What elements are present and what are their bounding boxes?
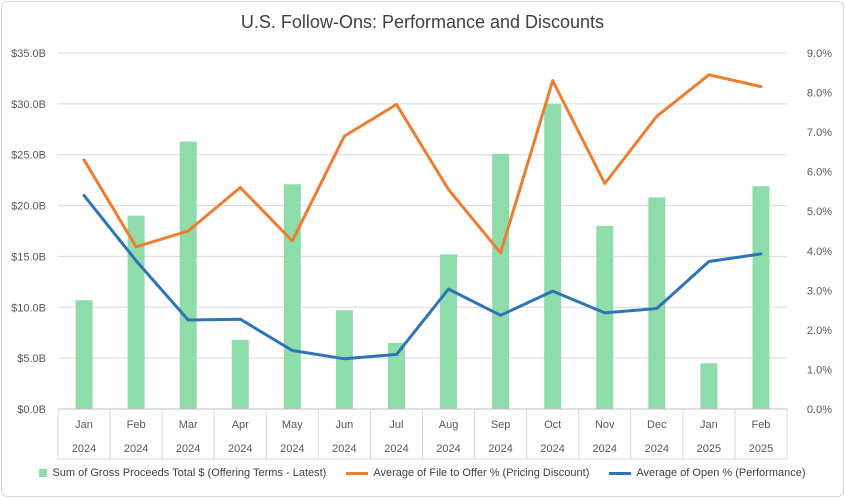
x-axis-year-label: 2024 <box>384 443 408 455</box>
right-axis-tick-label: 5.0% <box>807 206 832 218</box>
legend-swatch-line <box>609 471 632 475</box>
bar <box>283 184 301 409</box>
series-line <box>82 193 763 361</box>
bar <box>700 363 718 409</box>
legend-label: Average of Open % (Performance) <box>636 467 806 479</box>
bar <box>387 342 405 409</box>
x-axis-month-label: Feb <box>127 419 146 431</box>
x-axis-month-label: Jan <box>75 419 93 431</box>
left-axis-tick-label: $25.0B <box>11 150 46 162</box>
x-axis-month-label: Apr <box>232 419 249 431</box>
right-axis-tick-label: 0.0% <box>807 404 832 416</box>
x-axis-year-label: 2024 <box>176 443 200 455</box>
bar <box>544 103 562 409</box>
x-axis-month-label: Jul <box>389 419 403 431</box>
right-axis-tick-label: 6.0% <box>807 167 832 179</box>
x-axis-year-label: 2024 <box>436 443 460 455</box>
legend-label: Sum of Gross Proceeds Total $ (Offering … <box>52 467 327 479</box>
right-axis-tick-label: 8.0% <box>807 88 832 100</box>
bar <box>440 254 458 409</box>
right-axis-tick-label: 2.0% <box>807 325 832 337</box>
left-axis-tick-label: $20.0B <box>11 201 46 213</box>
x-axis-year-label: 2025 <box>697 443 721 455</box>
bar <box>179 141 197 409</box>
legend-item-pricing-discount: Average of File to Offer % (Pricing Disc… <box>346 467 589 479</box>
legend-swatch-bar <box>39 469 48 477</box>
left-axis-tick-label: $0.0B <box>17 404 46 416</box>
bar <box>596 225 614 409</box>
x-axis-year-label: 2024 <box>645 443 669 455</box>
x-axis-month-label: Dec <box>647 419 667 431</box>
left-axis-tick-label: $35.0B <box>11 48 46 60</box>
x-axis-year-label: 2024 <box>228 443 252 455</box>
x-axis-month-label: Jun <box>336 419 354 431</box>
x-axis-month-label: Mar <box>179 419 198 431</box>
x-axis-month-label: Jan <box>700 419 718 431</box>
bar <box>492 153 510 409</box>
series-line <box>82 73 763 255</box>
right-axis-tick-label: 7.0% <box>807 127 832 139</box>
legend-label: Average of File to Offer % (Pricing Disc… <box>373 467 590 479</box>
x-axis-month-label: May <box>282 419 303 431</box>
left-axis-tick-label: $10.0B <box>11 302 46 314</box>
bar <box>75 300 93 409</box>
x-axis-year-label: 2024 <box>593 443 617 455</box>
right-axis-tick-label: 3.0% <box>807 285 832 297</box>
left-axis-tick-label: $15.0B <box>11 251 46 263</box>
bar <box>231 339 249 409</box>
chart-title: U.S. Follow-Ons: Performance and Discoun… <box>240 12 605 32</box>
left-axis-tick-label: $30.0B <box>11 99 46 111</box>
x-axis-month-label: Nov <box>595 419 615 431</box>
x-axis-year-label: 2024 <box>332 443 356 455</box>
right-axis-tick-label: 4.0% <box>807 246 832 258</box>
legend-swatch-line <box>346 471 369 475</box>
right-axis-tick-label: 1.0% <box>807 364 832 376</box>
x-axis-year-label: 2024 <box>72 443 96 455</box>
x-axis-year-label: 2024 <box>540 443 564 455</box>
x-axis-month-label: Sep <box>491 419 511 431</box>
right-axis-tick-label: 9.0% <box>807 48 832 60</box>
x-axis-month-label: Aug <box>439 419 459 431</box>
left-axis-tick-label: $5.0B <box>17 353 46 365</box>
x-axis-year-label: 2024 <box>280 443 304 455</box>
bar <box>648 197 666 409</box>
x-axis-year-label: 2024 <box>488 443 512 455</box>
chart-legend: Sum of Gross Proceeds Total $ (Offering … <box>0 464 845 482</box>
x-axis-year-label: 2024 <box>124 443 148 455</box>
x-axis-month-label: Oct <box>544 419 561 431</box>
x-axis-month-label: Feb <box>751 419 770 431</box>
legend-item-performance: Average of Open % (Performance) <box>609 467 806 479</box>
bar <box>752 186 770 409</box>
legend-item-gross-proceeds: Sum of Gross Proceeds Total $ (Offering … <box>39 467 326 479</box>
x-axis-year-label: 2025 <box>749 443 773 455</box>
